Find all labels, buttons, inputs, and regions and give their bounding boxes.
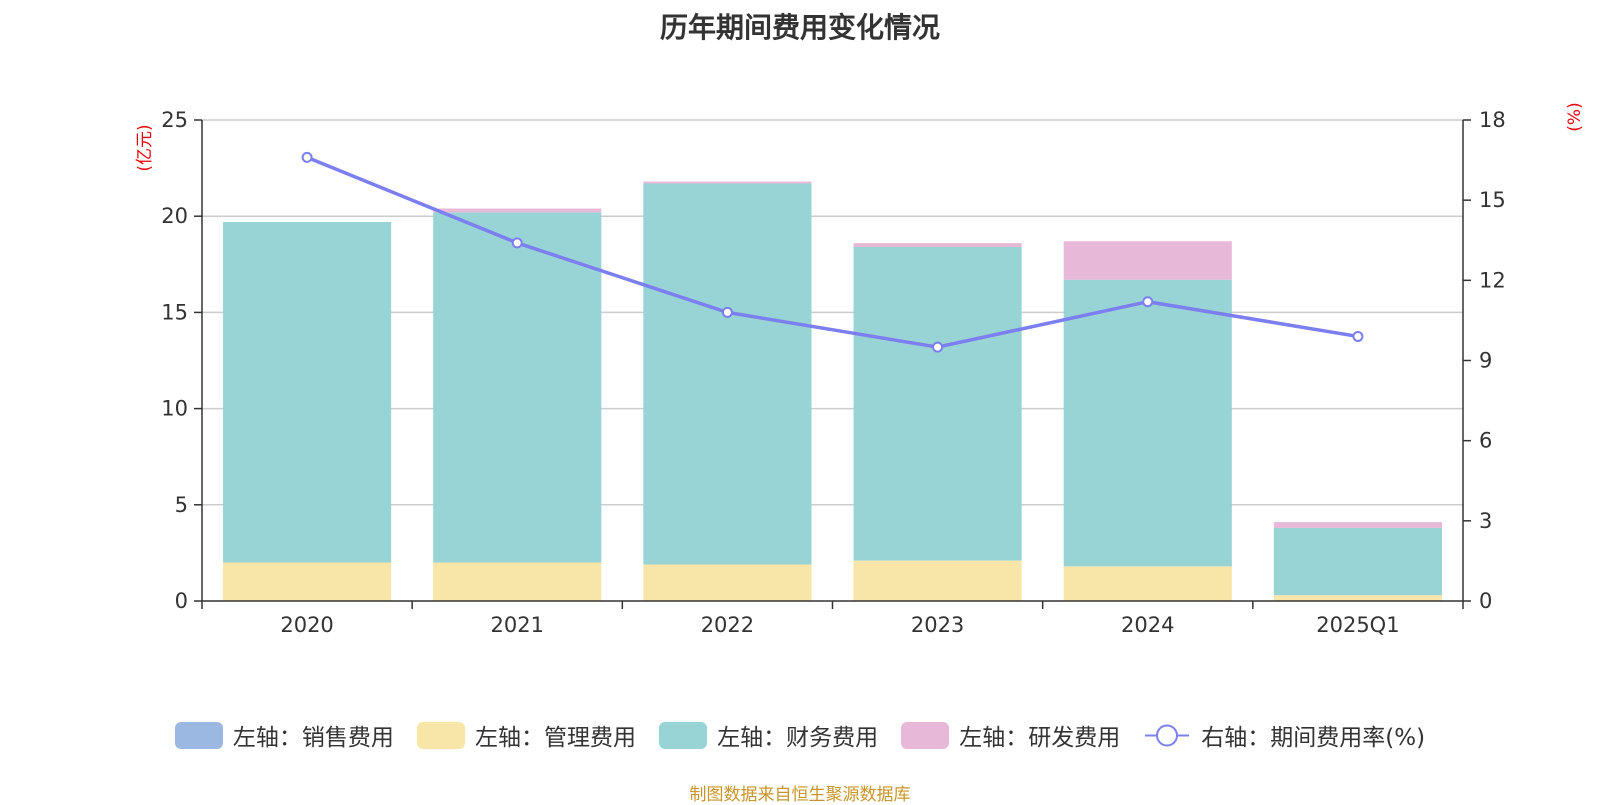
bar [643, 564, 812, 601]
rate-point [1352, 330, 1364, 342]
x-tick-label: 2022 [701, 613, 754, 637]
right-tick-label: 3 [1479, 509, 1492, 533]
bar [853, 560, 1022, 601]
legend-label: 左轴：研发费用 [959, 725, 1121, 751]
x-tick-label: 2023 [911, 613, 964, 637]
legend-label: 左轴：财务费用 [717, 725, 879, 751]
bar [433, 212, 602, 563]
legend-swatch-finance [659, 721, 708, 749]
left-tick-label: 10 [161, 397, 188, 421]
bar [433, 208, 602, 213]
bar [433, 562, 602, 601]
left-tick-label: 15 [161, 300, 188, 324]
gridlines [202, 119, 1463, 506]
legend-label: 右轴：期间费用率(%) [1201, 725, 1426, 751]
rate-point [721, 306, 733, 318]
x-tick-label: 2024 [1121, 613, 1174, 637]
bar [1063, 566, 1232, 601]
legend-label: 左轴：管理费用 [475, 725, 636, 751]
rate-line [306, 155, 1359, 349]
bar [643, 183, 812, 565]
bar [1273, 527, 1442, 596]
x-tick-label: 2021 [491, 613, 544, 637]
legend-swatch-sales [174, 721, 223, 749]
right-tick-label: 18 [1479, 108, 1506, 132]
bar [1273, 522, 1442, 528]
bar [1063, 241, 1232, 280]
chart-title: 历年期间费用变化情况 [659, 11, 940, 44]
rate-point [1142, 296, 1154, 308]
right-tick-label: 6 [1479, 429, 1492, 453]
bar [1063, 279, 1232, 567]
bar [853, 246, 1022, 561]
right-tick-label: 12 [1479, 268, 1506, 292]
bar [853, 243, 1022, 247]
x-tick-label: 2025Q1 [1316, 613, 1399, 637]
bar [223, 221, 392, 563]
left-tick-label: 25 [161, 108, 188, 132]
left-tick-label: 0 [175, 589, 188, 613]
left-axis-unit: (亿元) [135, 124, 155, 171]
x-tick-label: 2020 [280, 613, 333, 637]
bars [223, 181, 1442, 601]
legend-item-sales[interactable]: 左轴：销售费用 [174, 718, 394, 752]
legend-item-rate[interactable]: 右轴：期间费用率(%) [1143, 718, 1425, 752]
legend: 左轴：销售费用 左轴：管理费用 左轴：财务费用 左轴：研发费用 右轴：期间费用率… [0, 718, 1600, 753]
bar [643, 181, 812, 184]
expense-rate-line [301, 151, 1364, 353]
rate-point [932, 341, 944, 353]
legend-item-finance[interactable]: 左轴：财务费用 [659, 718, 878, 752]
right-tick-label: 9 [1479, 349, 1492, 373]
line-marker-icon [1145, 724, 1190, 746]
legend-swatch-rnd [901, 721, 950, 749]
legend-item-admin[interactable]: 左轴：管理费用 [417, 718, 636, 752]
legend-item-rnd[interactable]: 左轴：研发费用 [901, 718, 1120, 752]
left-tick-label: 20 [161, 204, 188, 228]
right-tick-label: 0 [1479, 589, 1492, 613]
bar [223, 562, 392, 601]
bar [1273, 595, 1442, 601]
right-axis-unit: (%) [1565, 102, 1585, 131]
rate-point [511, 237, 523, 249]
legend-swatch-admin [417, 721, 465, 749]
rate-point [301, 151, 313, 163]
left-tick-label: 5 [175, 493, 188, 517]
source-note: 制图数据来自恒生聚源数据库 [689, 785, 911, 805]
axes: 0 5 10 15 20 25 0 3 6 9 12 15 18 2020 2021 2022 2023 2024… [161, 108, 1505, 637]
right-tick-label: 15 [1479, 188, 1506, 212]
legend-label: 左轴：销售费用 [232, 725, 394, 751]
